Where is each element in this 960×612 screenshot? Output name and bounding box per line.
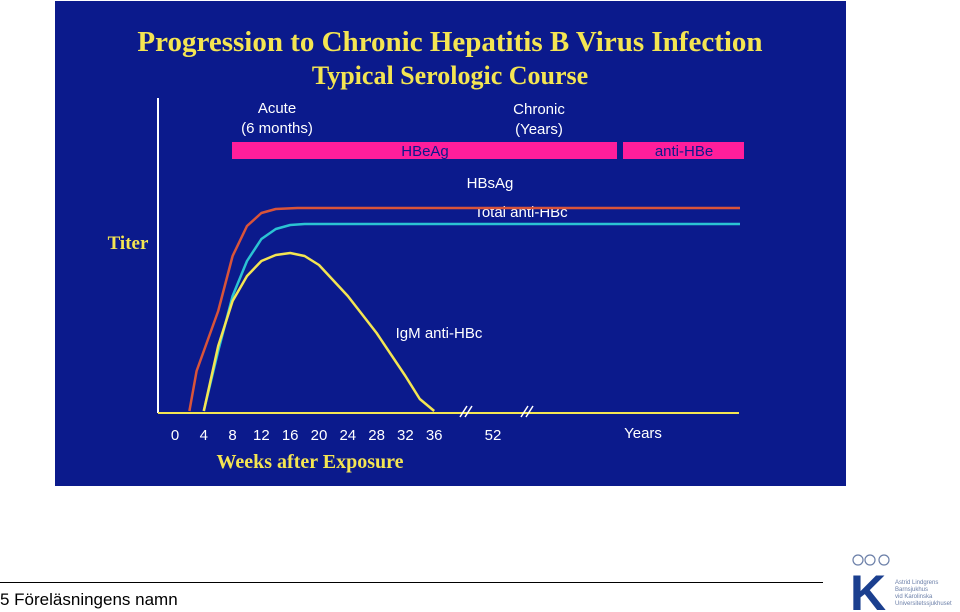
x-tick-label: 32 bbox=[397, 427, 414, 444]
x-tick-label: 16 bbox=[282, 427, 299, 444]
series-line-total-anti-hbc bbox=[202, 222, 740, 412]
chronic-phase-duration: (Years) bbox=[515, 121, 563, 138]
axis-break-mark-2b bbox=[525, 405, 534, 418]
logo-line: Astrid Lindgrens bbox=[895, 580, 939, 586]
series-label-igm-anti-hbc: IgM anti-HBc bbox=[396, 325, 483, 342]
crown-icon bbox=[852, 554, 890, 566]
x-tick-label: 8 bbox=[228, 427, 236, 444]
logo-line: vid Karolinska bbox=[895, 594, 933, 600]
chart-title: Progression to Chronic Hepatitis B Virus… bbox=[137, 26, 762, 58]
years-label: Years bbox=[624, 425, 662, 442]
series-layer bbox=[188, 206, 740, 412]
footer-divider bbox=[0, 582, 823, 583]
chart-subtitle: Typical Serologic Course bbox=[312, 61, 588, 90]
x-tick-label: 0 bbox=[171, 427, 179, 444]
hospital-logo: K bbox=[850, 554, 890, 612]
hbeag-bar bbox=[232, 142, 617, 159]
x-axis-label: Weeks after Exposure bbox=[216, 451, 403, 473]
anti-hbe-bar-label: anti-HBe bbox=[655, 143, 713, 160]
footer-text: 5 Föreläsningens namn bbox=[0, 590, 178, 609]
x-tick-label: 20 bbox=[311, 427, 328, 444]
logo-text-block: Astrid Lindgrens Barnsjukhus vid Karolin… bbox=[895, 580, 952, 608]
x-tick-label: 36 bbox=[426, 427, 443, 444]
x-tick-label: 4 bbox=[200, 427, 208, 444]
series-line-igm-anti-hbc bbox=[202, 251, 436, 412]
x-tick-label: 24 bbox=[339, 427, 356, 444]
chart: Progression to Chronic Hepatitis B Virus… bbox=[108, 26, 763, 473]
x-tick-52: 52 bbox=[485, 427, 502, 444]
hbeag-bar-label: HBeAg bbox=[401, 143, 449, 160]
series-label-total-anti-hbc: Total anti-HBc bbox=[474, 204, 568, 221]
x-tick-label: 12 bbox=[253, 427, 270, 444]
x-tick-labels: 0 4 8 12 16 20 24 28 32 36 bbox=[171, 427, 443, 444]
logo-line: Universitetssjukhuset bbox=[895, 601, 952, 607]
logo-letter: K bbox=[850, 565, 886, 612]
series-label-hbsag: HBsAg bbox=[467, 175, 514, 192]
axis-break-mark-1a bbox=[459, 405, 468, 418]
acute-phase-label: Acute bbox=[258, 100, 296, 117]
series-line-hbsag bbox=[188, 206, 740, 412]
acute-phase-duration: (6 months) bbox=[241, 120, 313, 137]
axis-break-mark-2a bbox=[520, 405, 529, 418]
chronic-phase-label: Chronic bbox=[513, 101, 565, 118]
y-axis-label: Titer bbox=[108, 233, 149, 254]
axis-break-mark-1b bbox=[464, 405, 473, 418]
x-tick-label: 28 bbox=[368, 427, 385, 444]
slide-panel: Progression to Chronic Hepatitis B Virus… bbox=[55, 1, 846, 486]
anti-hbe-bar bbox=[623, 142, 744, 159]
logo-line: Barnsjukhus bbox=[895, 587, 929, 593]
